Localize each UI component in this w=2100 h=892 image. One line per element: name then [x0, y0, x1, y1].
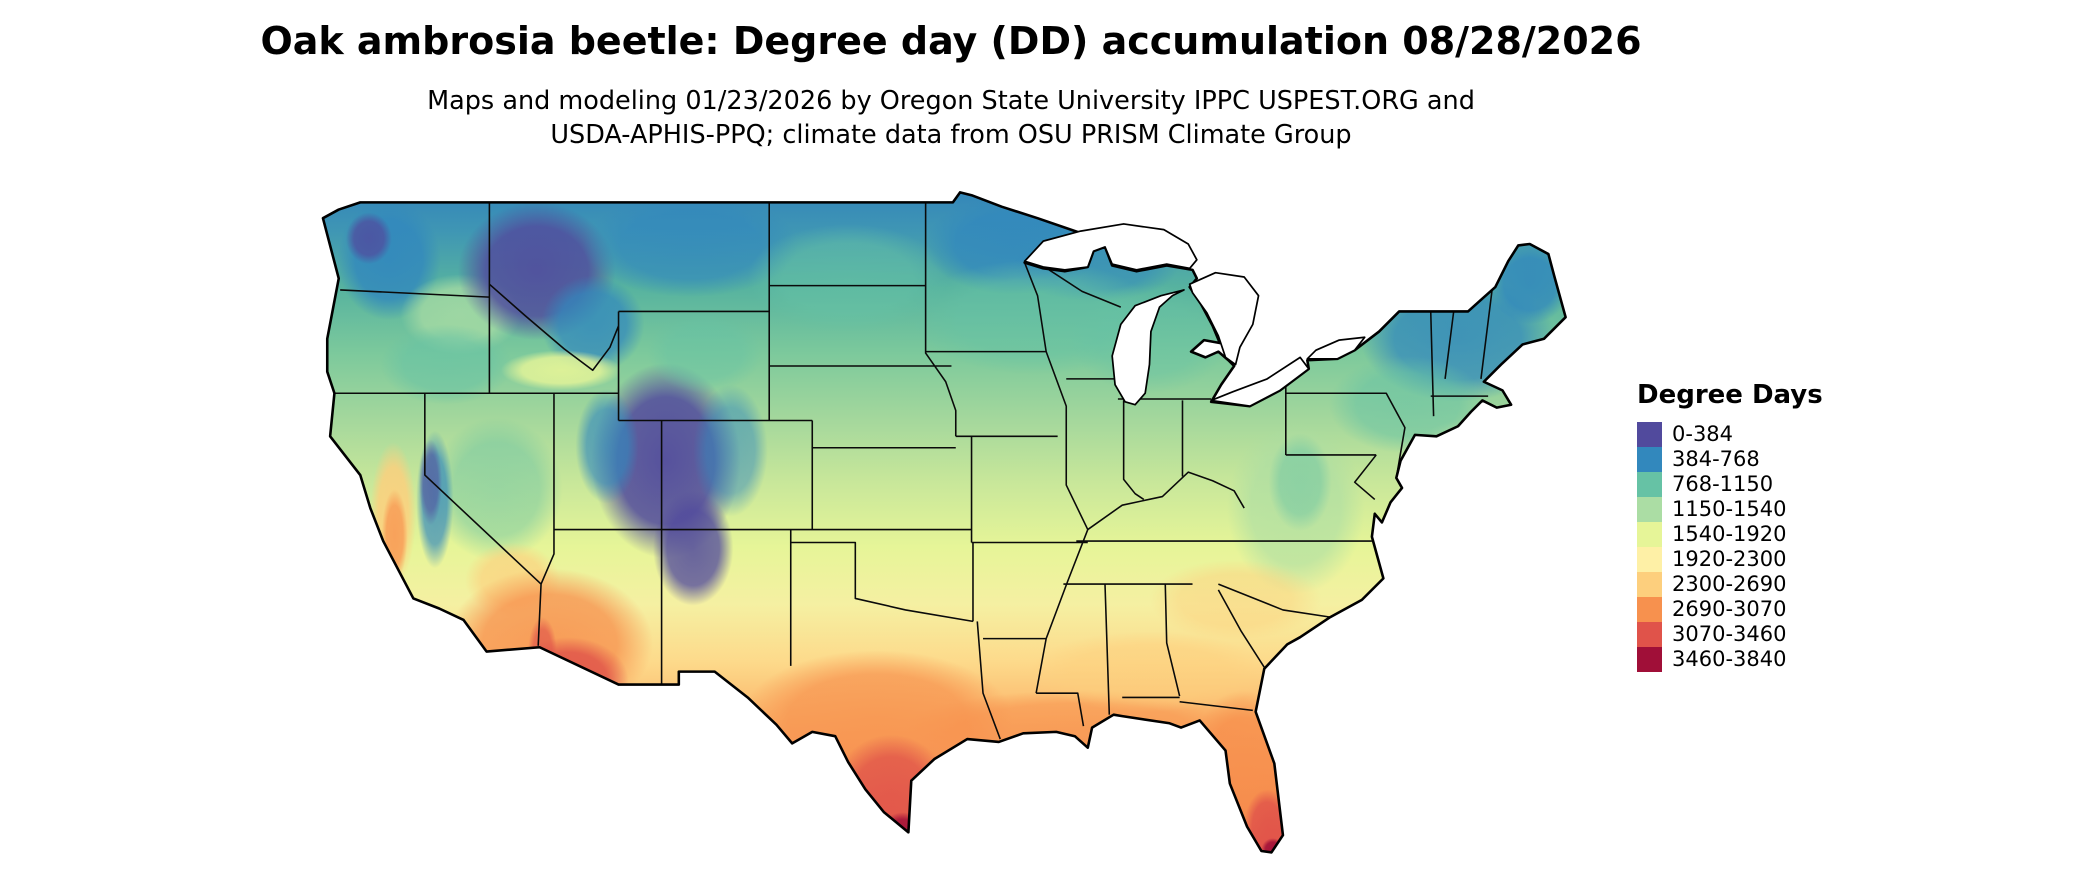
- subtitle-line-1: Maps and modeling 01/23/2026 by Oregon S…: [427, 86, 1475, 116]
- legend-swatch: [1637, 472, 1662, 497]
- legend-row: 1540-1920: [1637, 522, 1823, 547]
- map-header: Oak ambrosia beetle: Degree day (DD) acc…: [0, 18, 1902, 152]
- legend-title: Degree Days: [1637, 380, 1823, 410]
- legend-label: 3070-3460: [1672, 622, 1787, 646]
- lake-erie: [1210, 356, 1310, 408]
- legend-swatch: [1637, 647, 1662, 672]
- legend-label: 3460-3840: [1672, 647, 1787, 671]
- lake-huron: [1188, 271, 1260, 366]
- legend-swatch: [1637, 547, 1662, 572]
- state-boundaries: [331, 202, 1494, 740]
- legend-row: 2690-3070: [1637, 597, 1823, 622]
- legend-row: 3070-3460: [1637, 622, 1823, 647]
- legend-row: 384-768: [1637, 447, 1823, 472]
- lake-michigan: [1111, 289, 1185, 406]
- legend-label: 2690-3070: [1672, 597, 1787, 621]
- lake-ontario: [1306, 336, 1366, 360]
- legend-row: 1150-1540: [1637, 497, 1823, 522]
- legend-row: 768-1150: [1637, 472, 1823, 497]
- legend-label: 1920-2300: [1672, 547, 1787, 571]
- great-lakes: [1023, 223, 1366, 408]
- degree-days-legend: Degree Days 0-384 384-768 768-1150 1150-154…: [1637, 380, 1823, 672]
- legend-row: 1920-2300: [1637, 547, 1823, 572]
- legend-row: 2300-2690: [1637, 572, 1823, 597]
- legend-row: 0-384: [1637, 422, 1823, 447]
- page-title: Oak ambrosia beetle: Degree day (DD) acc…: [260, 19, 1642, 63]
- us-degree-day-map: [295, 178, 1595, 884]
- subtitle-line-2: USDA-APHIS-PPQ; climate data from OSU PR…: [550, 120, 1352, 150]
- legend-swatch: [1637, 597, 1662, 622]
- legend-label: 2300-2690: [1672, 572, 1787, 596]
- legend-swatch: [1637, 497, 1662, 522]
- legend-label: 0-384: [1672, 422, 1734, 446]
- legend-label: 1150-1540: [1672, 497, 1787, 521]
- map-svg: [321, 191, 1567, 854]
- legend-row: 3460-3840: [1637, 647, 1823, 672]
- legend-swatch: [1637, 572, 1662, 597]
- legend-swatch: [1637, 522, 1662, 547]
- legend-swatch: [1637, 447, 1662, 472]
- legend-label: 768-1150: [1672, 472, 1774, 496]
- legend-label: 384-768: [1672, 447, 1760, 471]
- legend-swatch: [1637, 422, 1662, 447]
- degree-day-raster: [322, 192, 1566, 853]
- lake-superior: [1023, 223, 1198, 271]
- legend-swatch: [1637, 622, 1662, 647]
- legend-rows: 0-384 384-768 768-1150 1150-1540 1540-1920 19…: [1637, 422, 1823, 672]
- legend-label: 1540-1920: [1672, 522, 1787, 546]
